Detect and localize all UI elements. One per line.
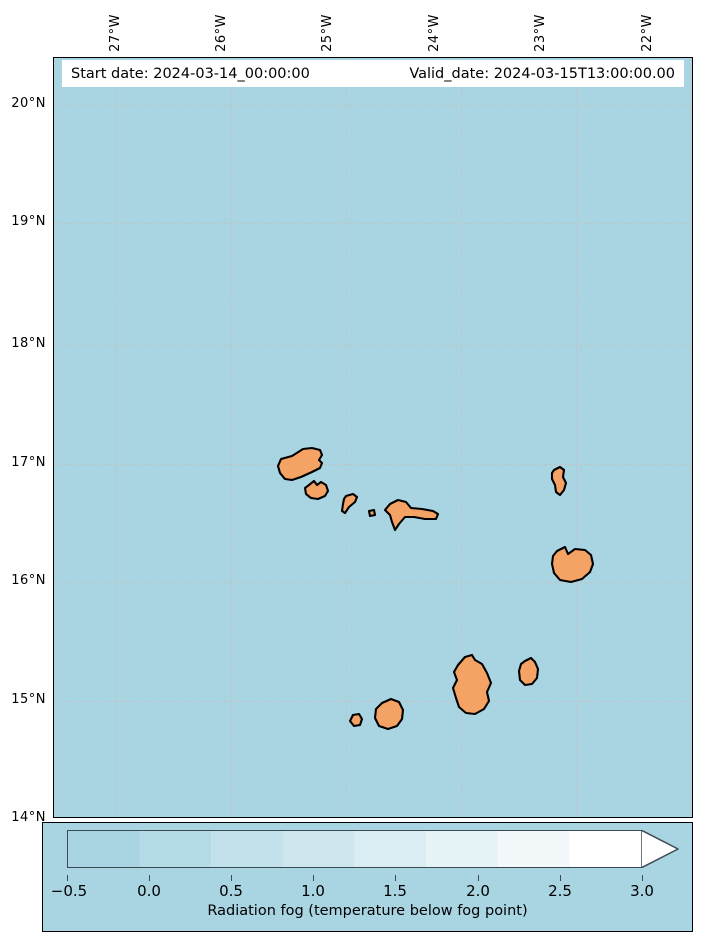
- colorbar-tick: [395, 875, 396, 881]
- gridline-vertical: [691, 58, 692, 817]
- gridline-vertical: [346, 58, 347, 817]
- gridline-vertical: [461, 58, 462, 817]
- date-info-strip: Start date: 2024-03-14_00:00:00 Valid_da…: [62, 60, 684, 87]
- island-sal: [550, 465, 568, 497]
- gridline-horizontal: [54, 223, 692, 224]
- colorbar[interactable]: −0.5 0.0 0.5 1.0 1.5 2.0 2.5 3.0: [51, 830, 679, 900]
- x-tick-label: 23°W: [533, 14, 548, 52]
- colorbar-tick-label: −0.5: [50, 882, 88, 900]
- valid-date-label: Valid_date: 2024-03-15T13:00:00.00: [409, 65, 675, 82]
- map-plot-area[interactable]: [53, 57, 693, 818]
- gridline-horizontal: [54, 464, 692, 465]
- coastline-layer: [276, 446, 595, 731]
- y-tick-label: 17°N: [11, 455, 46, 470]
- x-tick-label: 22°W: [640, 14, 655, 52]
- island-fogo: [373, 697, 405, 731]
- colorbar-tick-label: 1.5: [383, 882, 407, 900]
- island-santa-luzia: [340, 492, 359, 515]
- x-tick-label: 27°W: [108, 14, 123, 52]
- colorbar-tick-label: 2.0: [466, 882, 490, 900]
- gridline-vertical: [116, 58, 117, 817]
- island-boa-vista: [550, 545, 595, 584]
- island-branco-raso-islet: [367, 508, 377, 518]
- colorbar-title: Radiation fog (temperature below fog poi…: [207, 903, 528, 919]
- x-tick-label: 25°W: [320, 14, 335, 52]
- island-santiago: [451, 653, 493, 716]
- island-brava: [348, 712, 364, 728]
- gridline-horizontal: [54, 582, 692, 583]
- x-tick-label: 26°W: [214, 14, 229, 52]
- gridline-vertical: [576, 58, 577, 817]
- gridline-horizontal: [54, 701, 692, 702]
- colorbar-tick-label: 0.5: [219, 882, 243, 900]
- y-tick-label: 20°N: [11, 96, 46, 111]
- y-tick-label: 16°N: [11, 573, 46, 588]
- colorbar-tick: [149, 875, 150, 881]
- colorbar-tick-label: 0.0: [137, 882, 161, 900]
- colorbar-gradient[interactable]: [67, 830, 642, 868]
- colorbar-panel: −0.5 0.0 0.5 1.0 1.5 2.0 2.5 3.0 Radiati…: [42, 822, 693, 932]
- y-tick-label: 18°N: [11, 336, 46, 351]
- y-tick-label: 14°N: [11, 810, 46, 825]
- island-sao-nicolau: [383, 498, 440, 532]
- island-santo-antao: [276, 446, 324, 482]
- colorbar-tick: [313, 875, 314, 881]
- y-tick-label: 15°N: [11, 692, 46, 707]
- colorbar-tick-label: 3.0: [630, 882, 654, 900]
- gridline-horizontal: [54, 105, 692, 106]
- start-date-label: Start date: 2024-03-14_00:00:00: [71, 65, 310, 82]
- colorbar-tick-label: 1.0: [301, 882, 325, 900]
- colorbar-tick: [231, 875, 232, 881]
- y-tick-label: 19°N: [11, 214, 46, 229]
- colorbar-tick: [642, 875, 643, 881]
- colorbar-tick-label: 2.5: [548, 882, 572, 900]
- colorbar-extend-arrow-icon: [641, 830, 679, 868]
- colorbar-tick: [478, 875, 479, 881]
- colorbar-tick: [67, 875, 68, 881]
- colorbar-tick: [560, 875, 561, 881]
- gridline-vertical: [231, 58, 232, 817]
- x-tick-label: 24°W: [427, 14, 442, 52]
- gridline-horizontal: [54, 345, 692, 346]
- island-maio: [517, 656, 540, 687]
- island-sao-vicente: [303, 479, 330, 501]
